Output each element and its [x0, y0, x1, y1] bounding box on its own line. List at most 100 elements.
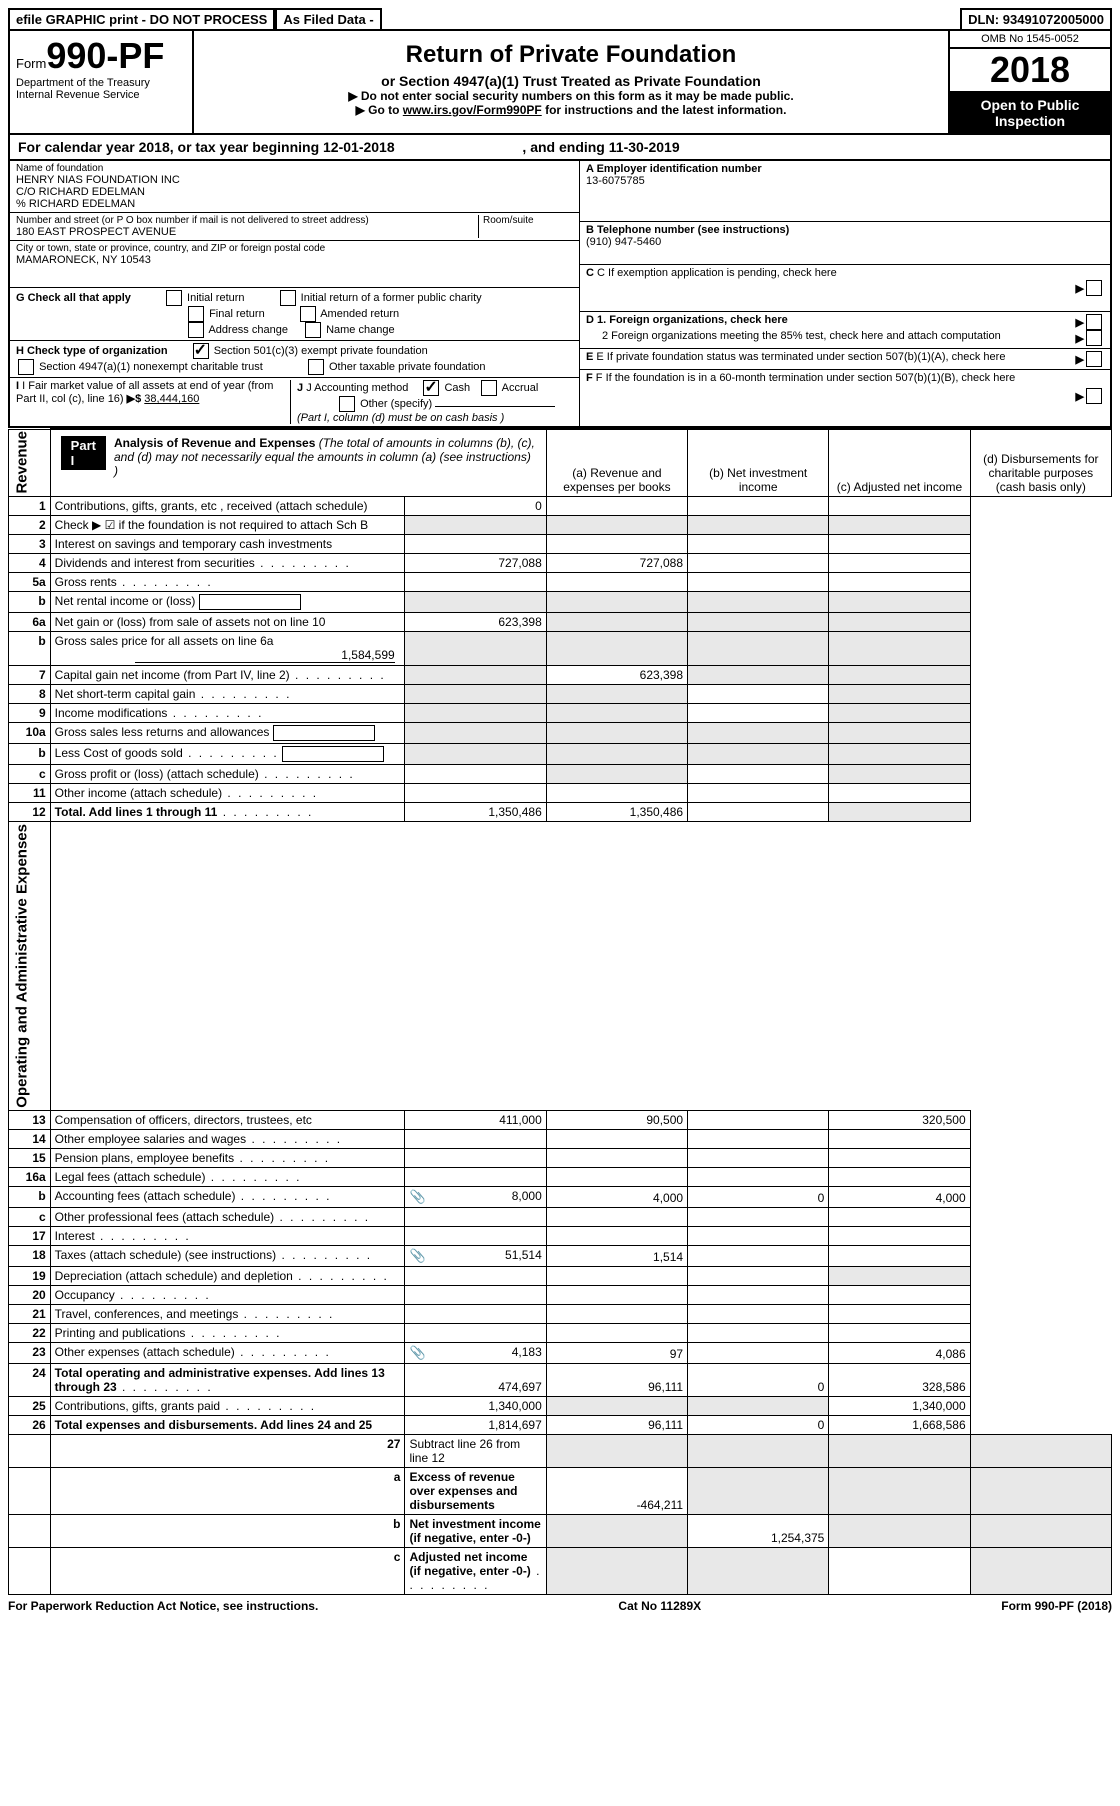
table-row: cGross profit or (loss) (attach schedule… — [9, 765, 1112, 784]
e-cell: E E If private foundation status was ter… — [580, 349, 1110, 370]
checkbox-initial-former[interactable] — [280, 290, 296, 306]
checkbox-f[interactable] — [1086, 388, 1102, 404]
open-inspection: Open to Public Inspection — [950, 93, 1110, 133]
checkbox-4947[interactable] — [18, 359, 34, 375]
c-cell: C C If exemption application is pending,… — [580, 265, 1110, 312]
table-row: 27Subtract line 26 from line 12 — [9, 1434, 1112, 1467]
form-header: Form990-PF Department of the Treasury In… — [8, 31, 1112, 135]
form-center: Return of Private Foundation or Section … — [194, 31, 948, 133]
table-row: 3Interest on savings and temporary cash … — [9, 535, 1112, 554]
city-cell: City or town, state or province, country… — [10, 241, 579, 288]
dln-label: DLN: — [968, 12, 999, 27]
foundation-name-cell: Name of foundation HENRY NIAS FOUNDATION… — [10, 161, 579, 213]
j-note: (Part I, column (d) must be on cash basi… — [297, 412, 573, 424]
table-row: 2Check ▶ ☑ if the foundation is not requ… — [9, 516, 1112, 535]
efile-notice: efile GRAPHIC print - DO NOT PROCESS — [8, 8, 275, 29]
info-block: Name of foundation HENRY NIAS FOUNDATION… — [8, 161, 1112, 428]
checkbox-accrual[interactable] — [481, 380, 497, 396]
col-d-header: (d) Disbursements for charitable purpose… — [970, 429, 1111, 497]
ij-row: I I Fair market value of all assets at e… — [10, 378, 579, 426]
checkbox-initial-return[interactable] — [166, 290, 182, 306]
table-row: bLess Cost of goods sold — [9, 744, 1112, 765]
tax-year: 2018 — [950, 49, 1110, 93]
table-row: 21Travel, conferences, and meetings — [9, 1304, 1112, 1323]
part1-table: Revenue Part I Analysis of Revenue and E… — [8, 428, 1112, 1595]
checkbox-other-method[interactable] — [339, 396, 355, 412]
checkbox-cash[interactable] — [423, 380, 439, 396]
form-note-2: ▶ Go to www.irs.gov/Form990PF for instru… — [200, 103, 942, 117]
address-cell: Number and street (or P O box number if … — [10, 213, 579, 241]
checkbox-d2[interactable] — [1086, 330, 1102, 346]
f-cell: F F If the foundation is in a 60-month t… — [580, 370, 1110, 422]
part1-badge: Part I — [61, 436, 106, 470]
part1-title: Analysis of Revenue and Expenses — [114, 436, 315, 450]
dept-label: Department of the Treasury — [16, 77, 186, 89]
footer-right: Form 990-PF (2018) — [1001, 1599, 1112, 1613]
table-row: 10aGross sales less returns and allowanc… — [9, 723, 1112, 744]
h-label: H Check type of organization — [16, 345, 168, 357]
table-row: bNet investment income (if negative, ent… — [9, 1514, 1112, 1547]
foundation-name-2: C/O RICHARD EDELMAN — [16, 186, 573, 198]
h-row: H Check type of organization Section 501… — [10, 341, 579, 378]
col-b-header: (b) Net investment income — [688, 429, 829, 497]
checkbox-c[interactable] — [1086, 280, 1102, 296]
irs-link[interactable]: www.irs.gov/Form990PF — [403, 103, 542, 117]
table-row: bAccounting fees (attach schedule)📎8,000… — [9, 1186, 1112, 1207]
checkbox-final-return[interactable] — [188, 306, 204, 322]
table-row: bGross sales price for all assets on lin… — [9, 632, 1112, 666]
checkbox-other-taxable[interactable] — [308, 359, 324, 375]
city-state-zip: MAMARONECK, NY 10543 — [16, 254, 573, 266]
calendar-year-row: For calendar year 2018, or tax year begi… — [8, 135, 1112, 161]
table-row: 22Printing and publications — [9, 1323, 1112, 1342]
street-address: 180 EAST PROSPECT AVENUE — [16, 226, 478, 238]
phone-value: (910) 947-5460 — [586, 236, 1104, 248]
footer-left: For Paperwork Reduction Act Notice, see … — [8, 1599, 318, 1613]
checkbox-501c3[interactable] — [193, 343, 209, 359]
d-cell: D 1. Foreign organizations, check here▶ … — [580, 312, 1110, 349]
checkbox-amended-return[interactable] — [300, 306, 316, 322]
irs-label: Internal Revenue Service — [16, 89, 186, 101]
table-row: 18Taxes (attach schedule) (see instructi… — [9, 1245, 1112, 1266]
checkbox-d1[interactable] — [1086, 314, 1102, 330]
foundation-name-1: HENRY NIAS FOUNDATION INC — [16, 174, 573, 186]
table-row: cOther professional fees (attach schedul… — [9, 1207, 1112, 1226]
year-begin: 12-01-2018 — [323, 139, 395, 155]
ein-value: 13-6075785 — [586, 175, 1104, 187]
table-row: 4Dividends and interest from securities7… — [9, 554, 1112, 573]
phone-cell: B Telephone number (see instructions) (9… — [580, 222, 1110, 265]
table-row: 1Contributions, gifts, grants, etc , rec… — [9, 497, 1112, 516]
table-row: 6aNet gain or (loss) from sale of assets… — [9, 613, 1112, 632]
table-row: 14Other employee salaries and wages — [9, 1129, 1112, 1148]
checkbox-e[interactable] — [1086, 351, 1102, 367]
table-row: 7Capital gain net income (from Part IV, … — [9, 666, 1112, 685]
table-row: 17Interest — [9, 1226, 1112, 1245]
table-row: 25Contributions, gifts, grants paid1,340… — [9, 1396, 1112, 1415]
form-subtitle: or Section 4947(a)(1) Trust Treated as P… — [200, 73, 942, 89]
checkbox-name-change[interactable] — [305, 322, 321, 338]
omb-number: OMB No 1545-0052 — [950, 31, 1110, 49]
g-row: G Check all that apply Initial return In… — [10, 288, 579, 341]
g-label: G Check all that apply — [16, 292, 131, 304]
part1-header: Part I Analysis of Revenue and Expenses … — [55, 432, 542, 482]
table-row: 12Total. Add lines 1 through 111,350,486… — [9, 803, 1112, 822]
col-a-header: (a) Revenue and expenses per books — [546, 429, 687, 497]
form-title: Return of Private Foundation — [200, 41, 942, 69]
footer-mid: Cat No 11289X — [618, 1599, 701, 1613]
table-row: 13Compensation of officers, directors, t… — [9, 1110, 1112, 1129]
table-row: aExcess of revenue over expenses and dis… — [9, 1467, 1112, 1514]
table-row: 26Total expenses and disbursements. Add … — [9, 1415, 1112, 1434]
form-right: OMB No 1545-0052 2018 Open to Public Ins… — [948, 31, 1110, 133]
table-row: bNet rental income or (loss) — [9, 592, 1112, 613]
ein-cell: A Employer identification number 13-6075… — [580, 161, 1110, 222]
table-row: 9Income modifications — [9, 704, 1112, 723]
revenue-side-label: Revenue — [9, 429, 51, 497]
form-note-1: ▶ Do not enter social security numbers o… — [200, 89, 942, 103]
table-row: 11Other income (attach schedule) — [9, 784, 1112, 803]
checkbox-address-change[interactable] — [188, 322, 204, 338]
table-row: 5aGross rents — [9, 573, 1112, 592]
table-row: 19Depreciation (attach schedule) and dep… — [9, 1266, 1112, 1285]
table-row: 20Occupancy — [9, 1285, 1112, 1304]
info-left: Name of foundation HENRY NIAS FOUNDATION… — [10, 161, 579, 426]
fmv-amount: 38,444,160 — [144, 393, 199, 405]
expenses-side-label: Operating and Administrative Expenses — [9, 822, 51, 1111]
